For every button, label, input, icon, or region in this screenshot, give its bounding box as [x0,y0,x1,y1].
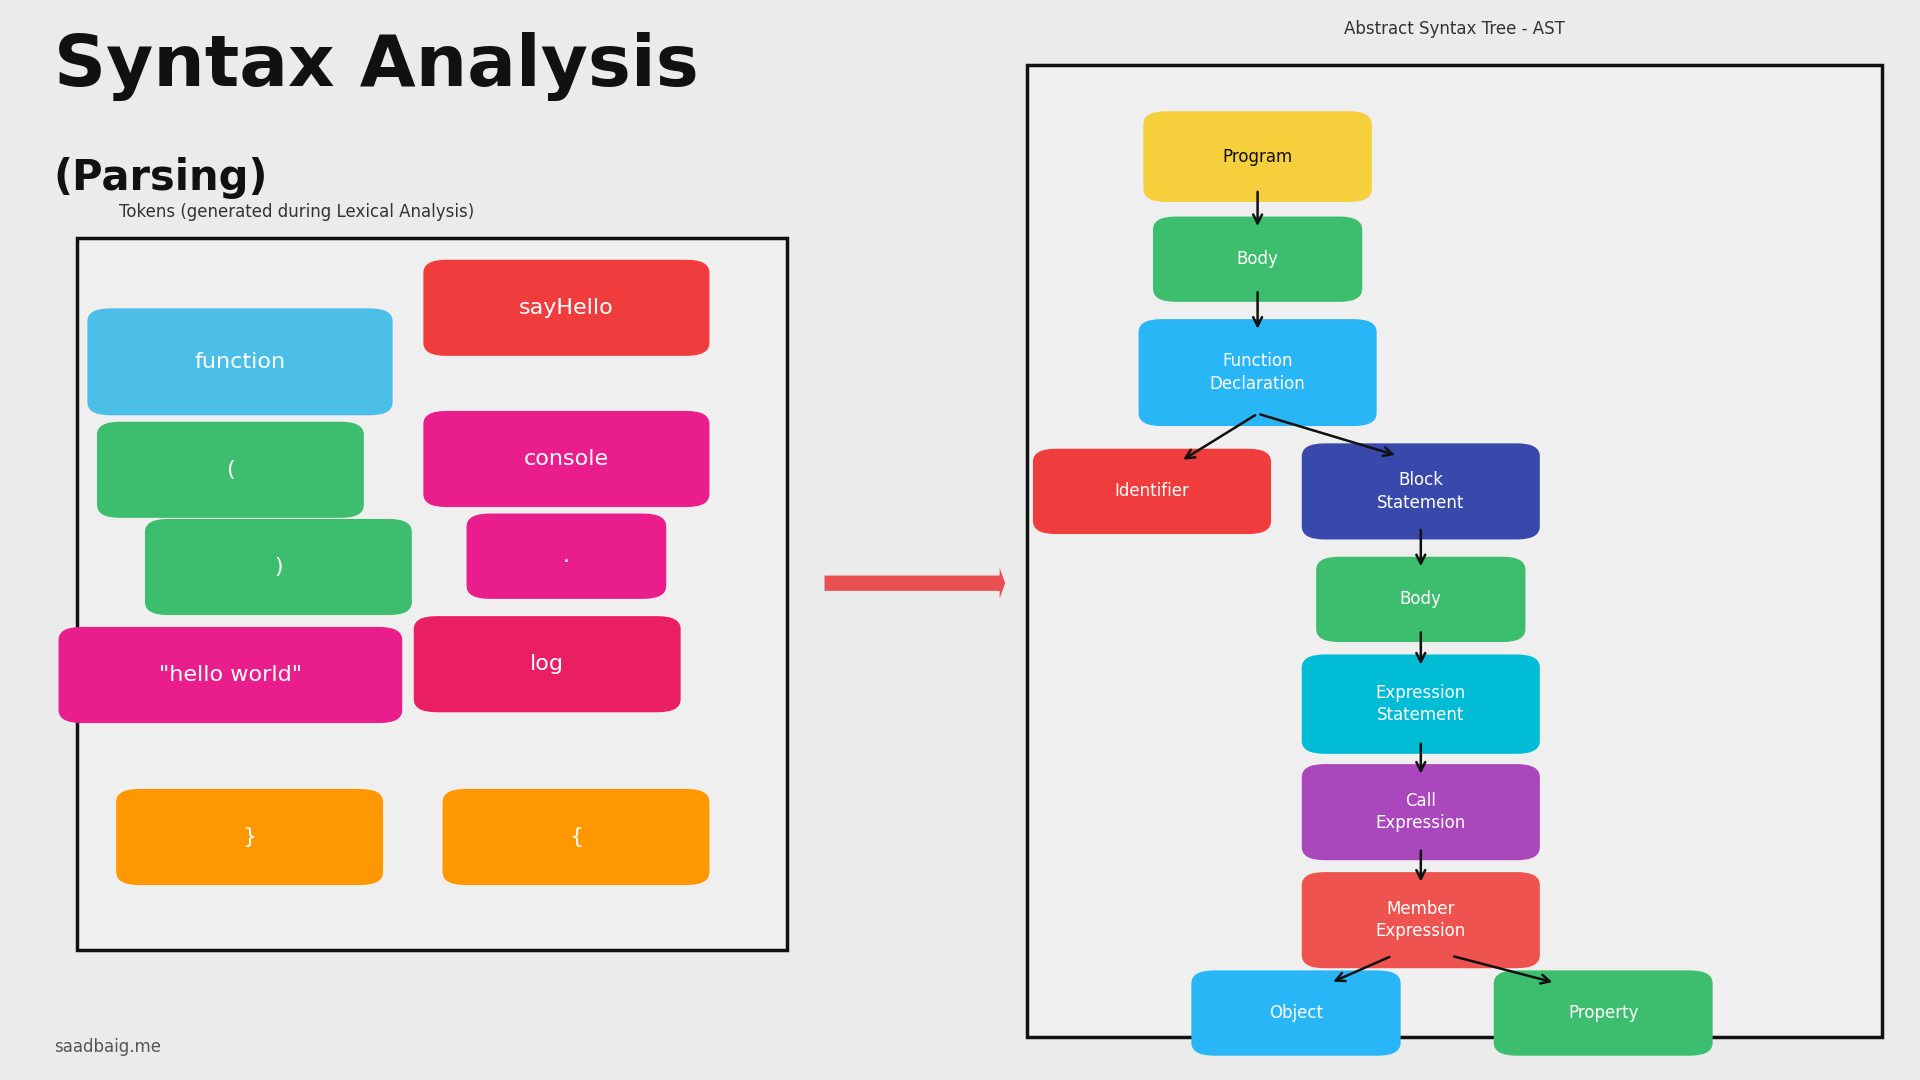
Text: Expression
Statement: Expression Statement [1375,684,1467,725]
Text: log: log [530,654,564,674]
FancyBboxPatch shape [58,626,403,724]
Text: Call
Expression: Call Expression [1375,792,1467,833]
Text: Property: Property [1569,1004,1638,1022]
Text: .: . [563,546,570,566]
FancyBboxPatch shape [1152,216,1363,301]
Text: Identifier: Identifier [1116,483,1188,500]
Text: Program: Program [1223,148,1292,165]
Text: console: console [524,449,609,469]
FancyBboxPatch shape [1302,765,1540,860]
FancyBboxPatch shape [77,238,787,950]
Text: ): ) [275,557,282,577]
FancyBboxPatch shape [1317,557,1524,642]
Text: Abstract Syntax Tree - AST: Abstract Syntax Tree - AST [1344,19,1565,38]
FancyBboxPatch shape [442,788,708,886]
FancyBboxPatch shape [422,411,708,508]
Text: Function
Declaration: Function Declaration [1210,352,1306,393]
Text: {: { [568,827,584,847]
Text: Block
Statement: Block Statement [1377,471,1465,512]
FancyBboxPatch shape [1027,65,1882,1037]
FancyBboxPatch shape [117,788,384,886]
Text: Object: Object [1269,1004,1323,1022]
Text: function: function [194,352,286,372]
FancyBboxPatch shape [1033,449,1271,534]
Text: saadbaig.me: saadbaig.me [54,1038,161,1056]
Text: (: ( [227,460,234,480]
FancyBboxPatch shape [1302,873,1540,968]
FancyBboxPatch shape [1302,654,1540,754]
FancyBboxPatch shape [1139,320,1377,426]
FancyBboxPatch shape [1302,443,1540,539]
Text: sayHello: sayHello [518,298,614,318]
Text: (Parsing): (Parsing) [54,157,269,199]
Text: Member
Expression: Member Expression [1375,900,1467,941]
FancyBboxPatch shape [88,308,394,415]
FancyBboxPatch shape [413,616,680,713]
Text: }: } [242,827,257,847]
FancyBboxPatch shape [1190,970,1402,1056]
Text: "hello world": "hello world" [159,665,301,685]
Text: Tokens (generated during Lexical Analysis): Tokens (generated during Lexical Analysi… [119,203,474,221]
FancyBboxPatch shape [1144,111,1371,202]
Text: Syntax Analysis: Syntax Analysis [54,32,699,102]
FancyBboxPatch shape [1494,970,1713,1056]
Text: Body: Body [1400,591,1442,608]
FancyBboxPatch shape [146,519,413,616]
Text: Body: Body [1236,251,1279,268]
FancyBboxPatch shape [96,422,365,518]
FancyBboxPatch shape [467,514,666,598]
FancyBboxPatch shape [422,259,708,356]
